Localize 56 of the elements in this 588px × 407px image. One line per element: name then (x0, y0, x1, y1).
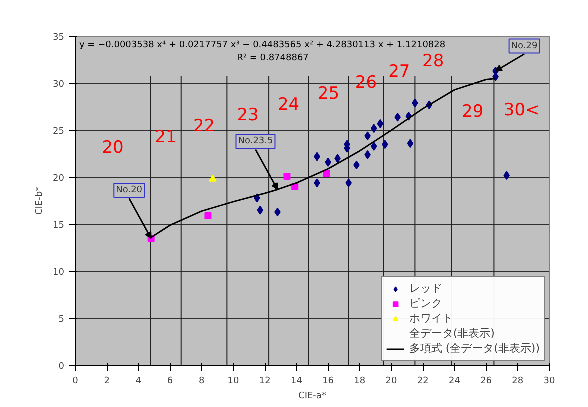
x-tick-label: 28 (512, 376, 524, 386)
point (204, 212, 212, 220)
annotation: 27 (388, 62, 410, 82)
legend-label: レッド (409, 281, 442, 296)
legend-label: ホワイト (409, 311, 454, 326)
point (257, 206, 264, 215)
x-tick-label: 6 (167, 376, 174, 386)
point (370, 142, 378, 151)
point (377, 119, 384, 128)
annotation: R² = 0.8748867 (237, 54, 309, 64)
annotation: 28 (422, 51, 444, 72)
x-tick-label: 12 (259, 376, 271, 386)
point (370, 124, 378, 134)
x-tick-label: 20 (386, 376, 398, 386)
x-tick-label: 0 (72, 376, 79, 386)
point (504, 171, 510, 180)
annotation: 30< (504, 100, 540, 121)
x-axis-title: CIE-a* (298, 392, 327, 402)
annotation: 24 (278, 94, 300, 115)
point (346, 178, 352, 188)
y-tick-label: 10 (53, 268, 65, 278)
y-tick-label: 5 (58, 315, 65, 325)
annotation: 23 (237, 106, 259, 126)
annotation: No.23.5 (238, 136, 274, 147)
x-tick-label: 30 (544, 376, 556, 386)
y-tick-label: 35 (53, 33, 64, 43)
legend-label: 多項式 (全データ(非表示)) (409, 341, 540, 356)
x-tick-label: 24 (448, 376, 461, 386)
x-tick-label: 16 (322, 376, 334, 386)
y-tick-label: 30 (53, 80, 65, 90)
x-tick-label: 4 (136, 376, 142, 386)
x-tick-label: 10 (228, 376, 240, 386)
point (208, 174, 217, 182)
y-tick-label: 0 (58, 362, 65, 372)
annotation: No.20 (116, 186, 143, 196)
annotation: y = −0.0003538 x⁴ + 0.0217757 x³ − 0.4483565 x² + 4.2830113 x + 1.1210828 (80, 40, 446, 50)
y-tick-label: 15 (53, 221, 64, 231)
x-tick-label: 2 (104, 376, 110, 386)
x-tick-label: 8 (199, 376, 206, 386)
x-tick-label: 26 (480, 376, 492, 386)
annotation: 20 (102, 138, 124, 158)
annotation: 25 (318, 84, 340, 104)
annotation: 21 (155, 127, 177, 148)
point (323, 170, 330, 178)
text: 全データ(非表示) (409, 326, 495, 341)
x-tick-label: 18 (354, 376, 366, 386)
y-tick-label: 25 (53, 127, 64, 137)
y-tick-label: 20 (53, 174, 65, 184)
x-tick-label: 22 (417, 376, 429, 386)
y-axis-title: CIE-b* (35, 186, 46, 216)
point (407, 139, 414, 148)
legend-label: ピンク (409, 296, 442, 311)
annotation: 29 (462, 102, 484, 122)
point (284, 173, 291, 180)
annotation: No.29 (511, 41, 538, 52)
x-tick-label: 14 (290, 376, 303, 386)
